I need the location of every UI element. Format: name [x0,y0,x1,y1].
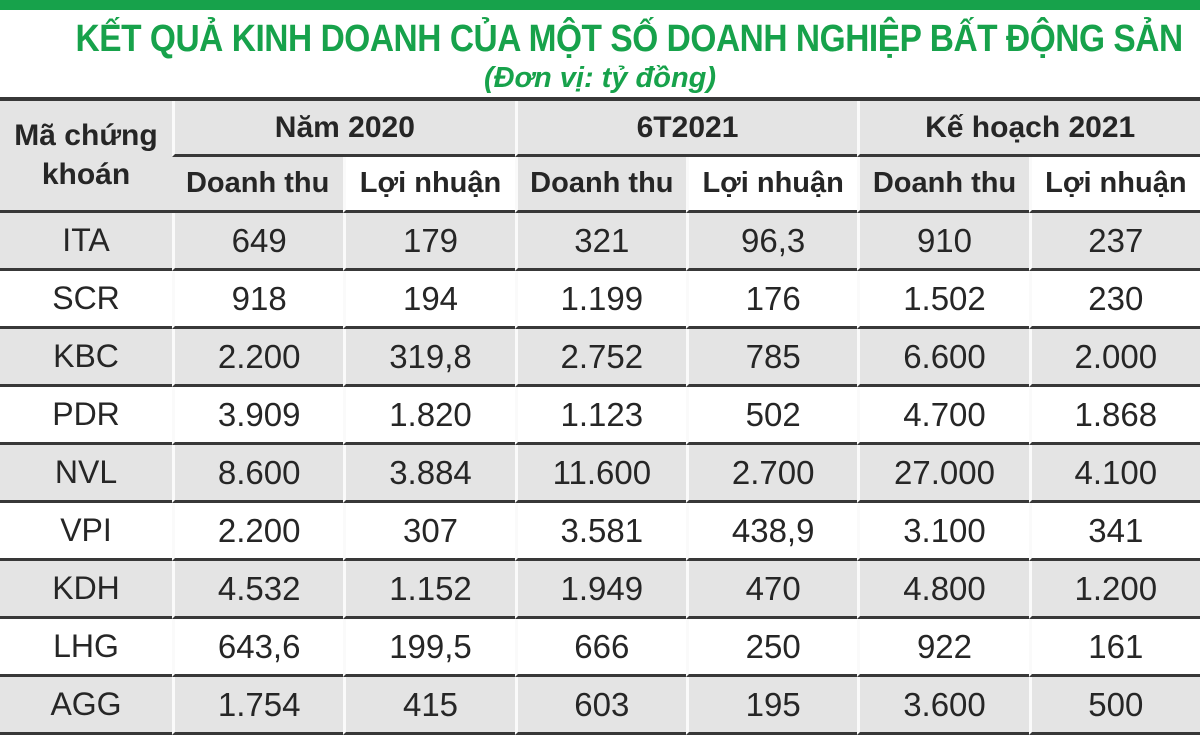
value-cell: 195 [686,677,858,735]
stock-code-cell: AGG [0,677,172,735]
value-cell: 176 [686,271,858,329]
stock-code-cell: SCR [0,271,172,329]
page-title: KẾT QUẢ KINH DOANH CỦA MỘT SỐ DOANH NGHI… [0,15,1200,63]
value-cell: 3.581 [514,503,686,561]
subheader-loi-nhuan: Lợi nhuận [343,157,515,213]
table-row: AGG 1.754 415 603 195 3.600 500 [0,677,1200,735]
stock-code-header: Mã chứng khoán [0,101,172,213]
value-cell: 666 [514,619,686,677]
value-cell: 649 [172,213,344,271]
value-cell: 1.199 [514,271,686,329]
table-row: KDH 4.532 1.152 1.949 470 4.800 1.200 [0,561,1200,619]
value-cell: 4.532 [172,561,344,619]
value-cell: 2.200 [172,503,344,561]
value-cell: 199,5 [343,619,515,677]
value-cell: 1.949 [514,561,686,619]
value-cell: 250 [686,619,858,677]
results-table: Mã chứng khoán Năm 2020 6T2021 Kế hoạch … [0,97,1200,735]
table-row: NVL 8.600 3.884 11.600 2.700 27.000 4.10… [0,445,1200,503]
value-cell: 341 [1028,503,1200,561]
subheader-loi-nhuan: Lợi nhuận [1028,157,1200,213]
table-row: SCR 918 194 1.199 176 1.502 230 [0,271,1200,329]
value-cell: 11.600 [514,445,686,503]
subheader-loi-nhuan: Lợi nhuận [686,157,858,213]
subheader-doanh-thu: Doanh thu [514,157,686,213]
group-header-nam-2020: Năm 2020 [172,101,515,157]
group-header-6t2021: 6T2021 [514,101,858,157]
value-cell: 1.820 [343,387,515,445]
value-cell: 2.000 [1028,329,1200,387]
group-header-row: Mã chứng khoán Năm 2020 6T2021 Kế hoạch … [0,101,1200,213]
value-cell: 161 [1028,619,1200,677]
subheader-doanh-thu: Doanh thu [857,157,1029,213]
stock-code-cell: ITA [0,213,172,271]
value-cell: 27.000 [857,445,1029,503]
value-cell: 6.600 [857,329,1029,387]
value-cell: 3.100 [857,503,1029,561]
table-row: KBC 2.200 319,8 2.752 785 6.600 2.000 [0,329,1200,387]
group-header-ke-hoach-2021: Kế hoạch 2021 [857,101,1200,157]
value-cell: 1.152 [343,561,515,619]
value-cell: 2.200 [172,329,344,387]
value-cell: 415 [343,677,515,735]
value-cell: 3.884 [343,445,515,503]
value-cell: 643,6 [172,619,344,677]
value-cell: 179 [343,213,515,271]
value-cell: 785 [686,329,858,387]
value-cell: 922 [857,619,1029,677]
value-cell: 502 [686,387,858,445]
subheader-doanh-thu: Doanh thu [172,157,344,213]
sub-header-row: Doanh thu Lợi nhuận Doanh thu Lợi nhuận … [0,157,1200,213]
value-cell: 237 [1028,213,1200,271]
value-cell: 2.700 [686,445,858,503]
value-cell: 4.800 [857,561,1029,619]
value-cell: 3.600 [857,677,1029,735]
value-cell: 307 [343,503,515,561]
stock-code-cell: KDH [0,561,172,619]
value-cell: 603 [514,677,686,735]
table-row: PDR 3.909 1.820 1.123 502 4.700 1.868 [0,387,1200,445]
value-cell: 4.700 [857,387,1029,445]
value-cell: 194 [343,271,515,329]
value-cell: 500 [1028,677,1200,735]
stock-code-cell: KBC [0,329,172,387]
table-row: VPI 2.200 307 3.581 438,9 3.100 341 [0,503,1200,561]
value-cell: 1.502 [857,271,1029,329]
value-cell: 1.754 [172,677,344,735]
value-cell: 8.600 [172,445,344,503]
value-cell: 96,3 [686,213,858,271]
table-row: LHG 643,6 199,5 666 250 922 161 [0,619,1200,677]
top-accent-bar [0,0,1200,10]
value-cell: 910 [857,213,1029,271]
value-cell: 2.752 [514,329,686,387]
page-title-text: KẾT QUẢ KINH DOANH CỦA MỘT SỐ DOANH NGHI… [75,18,1183,60]
unit-note: (Đơn vị: tỷ đồng) [483,62,717,94]
value-cell: 918 [172,271,344,329]
value-cell: 3.909 [172,387,344,445]
value-cell: 321 [514,213,686,271]
stock-code-cell: PDR [0,387,172,445]
value-cell: 1.868 [1028,387,1200,445]
value-cell: 4.100 [1028,445,1200,503]
table-row: ITA 649 179 321 96,3 910 237 [0,213,1200,271]
value-cell: 1.200 [1028,561,1200,619]
stock-code-cell: LHG [0,619,172,677]
value-cell: 230 [1028,271,1200,329]
value-cell: 438,9 [686,503,858,561]
value-cell: 470 [686,561,858,619]
value-cell: 1.123 [514,387,686,445]
stock-code-cell: NVL [0,445,172,503]
stock-code-cell: VPI [0,503,172,561]
value-cell: 319,8 [343,329,515,387]
